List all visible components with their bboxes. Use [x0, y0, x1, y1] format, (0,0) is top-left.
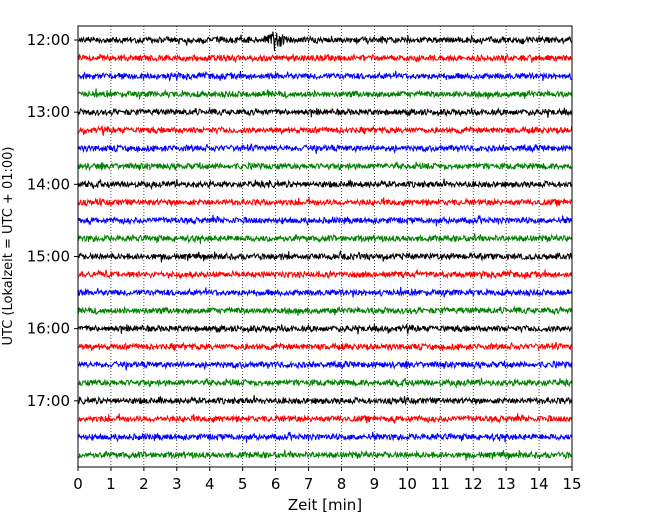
y-tick-label: 17:00	[27, 392, 70, 410]
trace-line	[77, 161, 573, 172]
y-tick-label: 13:00	[27, 103, 70, 121]
x-tick-label: 9	[370, 475, 380, 493]
x-tick-label: 6	[271, 475, 281, 493]
y-tick-label: 14:00	[27, 175, 70, 193]
trace-line	[77, 196, 573, 208]
x-tick-label: 5	[238, 475, 248, 493]
x-tick-label: 12	[464, 475, 483, 493]
x-tick-label: 3	[172, 475, 182, 493]
trace-line	[77, 143, 573, 155]
x-tick-label: 11	[431, 475, 450, 493]
trace-line	[77, 323, 573, 335]
trace-line	[77, 31, 573, 52]
trace-line	[77, 449, 573, 461]
x-tick-label: 15	[562, 475, 581, 493]
x-axis-label: Zeit [min]	[288, 496, 362, 514]
plot-frame	[77, 25, 573, 468]
y-tick-label: 16:00	[27, 320, 70, 338]
trace-line	[77, 52, 573, 64]
trace-line	[78, 269, 573, 280]
y-ticks: 12:00 13:00 14:00 15:00 16:00 17:00	[27, 31, 78, 410]
x-tick-label: 7	[304, 475, 314, 493]
x-ticks: 0 1 2 3 4 5 6 7 8 9 10 11 12 13 14 15	[73, 467, 582, 493]
trace-line	[77, 413, 573, 424]
trace-line	[77, 286, 573, 298]
x-tick-label: 1	[106, 475, 116, 493]
y-tick-label: 12:00	[27, 31, 70, 49]
x-tick-label: 13	[497, 475, 516, 493]
trace-line	[77, 359, 573, 371]
trace-line	[77, 431, 573, 443]
y-tick-label: 15:00	[27, 247, 70, 265]
y-axis-label: UTC (Lokalzeit = UTC + 01:00)	[1, 147, 16, 346]
x-tick-label: 2	[139, 475, 149, 493]
trace-line	[77, 233, 573, 245]
x-tick-label: 14	[530, 475, 549, 493]
trace-line	[77, 305, 573, 316]
trace-line	[77, 214, 573, 227]
trace-line	[77, 70, 573, 82]
trace-line	[77, 88, 573, 100]
trace-line	[77, 249, 573, 263]
trace-line	[77, 107, 573, 118]
x-tick-label: 0	[73, 475, 83, 493]
x-tick-label: 8	[337, 475, 347, 493]
x-tick-label: 4	[205, 475, 215, 493]
trace-line	[77, 178, 573, 191]
trace-line	[77, 395, 573, 406]
trace-line	[77, 377, 573, 389]
x-tick-label: 10	[398, 475, 417, 493]
traces	[77, 31, 573, 461]
trace-line	[77, 341, 573, 352]
trace-line	[77, 125, 573, 136]
